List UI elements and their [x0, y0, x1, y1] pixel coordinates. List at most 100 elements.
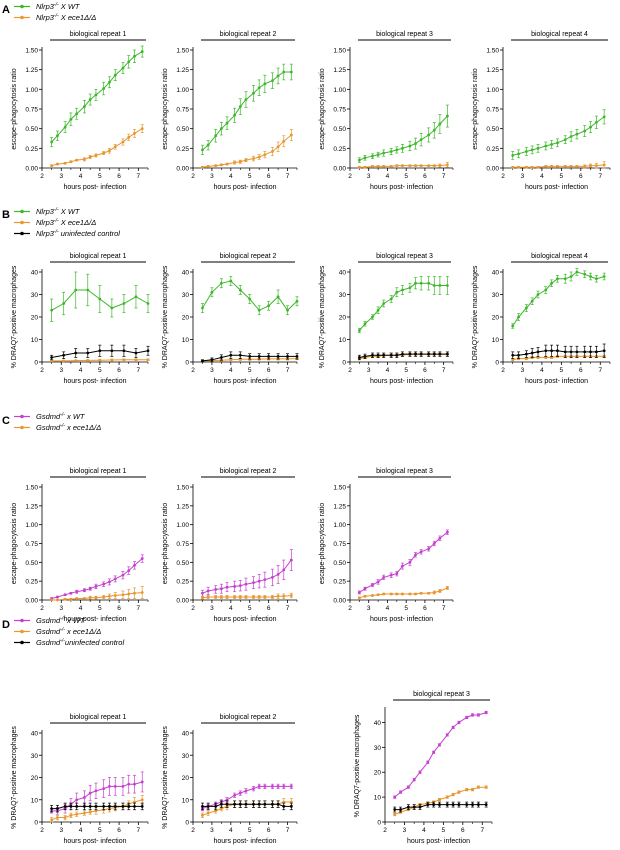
series-2 — [50, 586, 144, 602]
x-tick-label: 3 — [59, 827, 63, 834]
data-point — [371, 315, 374, 319]
data-point — [219, 356, 223, 359]
data-point — [393, 808, 397, 811]
data-point — [63, 593, 67, 597]
x-tick-label: 3 — [210, 367, 214, 374]
series-3 — [511, 343, 606, 359]
data-point — [419, 550, 423, 554]
data-point — [214, 595, 218, 599]
data-point — [563, 277, 567, 281]
data-point — [75, 112, 79, 116]
y-tick-label: 1.25 — [25, 67, 38, 74]
data-point — [295, 354, 299, 358]
data-point — [530, 165, 534, 169]
data-point — [88, 587, 92, 591]
y-tick-label: 30 — [339, 292, 347, 299]
data-point — [127, 592, 131, 596]
data-point — [122, 302, 126, 305]
data-point — [238, 595, 242, 599]
data-point — [244, 802, 248, 806]
chart-a-1: biological repeat 1 0.00 0.25 0.50 0.75 1.00 1… — [11, 31, 149, 191]
data-point — [419, 164, 423, 168]
data-point — [75, 798, 79, 802]
x-tick-label: 5 — [404, 173, 408, 180]
data-point — [238, 791, 242, 795]
data-point — [457, 803, 461, 806]
data-point — [408, 164, 412, 168]
y-axis-label: escape-phagocytosis ratio — [162, 68, 169, 149]
panel-letter-c: C — [2, 415, 10, 427]
data-point — [133, 805, 136, 808]
y-tick-label: 1.25 — [486, 67, 499, 74]
data-point — [445, 163, 449, 167]
y-tick-label: 0.50 — [176, 126, 189, 133]
data-point — [257, 354, 261, 358]
legend-marker — [20, 4, 24, 9]
data-point — [206, 805, 210, 808]
data-point — [432, 128, 436, 132]
data-point — [140, 557, 144, 560]
x-tick-label: 6 — [423, 605, 427, 612]
data-point — [357, 356, 361, 359]
data-point — [289, 70, 293, 74]
data-point — [408, 286, 412, 290]
x-tick-label: 6 — [117, 173, 121, 180]
x-tick-label: 7 — [286, 173, 290, 180]
data-point — [451, 726, 455, 729]
data-point — [282, 805, 286, 808]
series-1 — [50, 771, 144, 815]
data-point — [395, 353, 399, 357]
data-point — [550, 356, 554, 359]
data-point — [484, 785, 488, 789]
legend-marker — [20, 231, 24, 236]
y-tick-label: 0.25 — [176, 146, 189, 153]
data-point — [427, 164, 431, 168]
data-point — [56, 598, 59, 602]
data-point — [357, 165, 361, 169]
y-tick-label: 1.25 — [176, 503, 189, 510]
x-tick-label: 6 — [579, 367, 583, 374]
series-2 — [50, 124, 144, 168]
y-tick-label: 0.00 — [486, 166, 499, 173]
chart-b-5: biological repeat 1 0 10 20 30 40 2 3 4 5 6 7 hours … — [11, 253, 150, 385]
y-tick-label: 0.75 — [176, 107, 189, 114]
data-point — [445, 284, 449, 287]
x-axis-label: hours post- infection — [407, 838, 470, 845]
legend-label: Nlrp3-/- X ece1Δ/Δ — [36, 13, 96, 22]
x-tick-label: 4 — [386, 173, 390, 180]
data-point — [556, 349, 559, 353]
y-tick-label: 1.25 — [333, 503, 346, 510]
x-tick-label: 6 — [461, 827, 465, 834]
data-point — [438, 803, 441, 806]
x-tick-label: 2 — [501, 173, 505, 180]
data-point — [244, 595, 248, 599]
data-point — [401, 592, 404, 596]
data-point — [575, 350, 579, 354]
data-point — [382, 353, 386, 357]
legend-label: Nlrp3-/- uninfected control — [36, 229, 120, 238]
data-point — [432, 542, 436, 545]
series-1 — [50, 45, 144, 148]
x-tick-label: 5 — [442, 827, 446, 834]
x-axis-label: hours post- infection — [370, 616, 433, 623]
data-point — [263, 595, 267, 599]
data-point — [476, 713, 480, 717]
y-tick-label: 20 — [31, 315, 39, 322]
data-point — [282, 800, 286, 804]
data-point — [363, 594, 367, 598]
y-tick-label: 1.50 — [25, 485, 38, 492]
data-point — [289, 558, 293, 562]
x-axis-label: hours post- infection — [213, 184, 276, 191]
chart-b-6: biological repeat 2 0 10 20 30 40 2 3 4 5 6 7 hours … — [162, 253, 299, 385]
x-axis-label: hours post- infection — [370, 184, 433, 191]
data-point — [569, 135, 573, 138]
data-point — [244, 582, 248, 586]
data-point — [276, 74, 280, 78]
data-point — [569, 165, 573, 168]
data-point — [282, 139, 286, 143]
data-point — [121, 805, 125, 808]
y-tick-label: 1.50 — [333, 485, 346, 492]
x-tick-label: 2 — [348, 173, 352, 180]
y-tick-label: 0.75 — [176, 541, 189, 548]
data-point — [511, 154, 515, 157]
